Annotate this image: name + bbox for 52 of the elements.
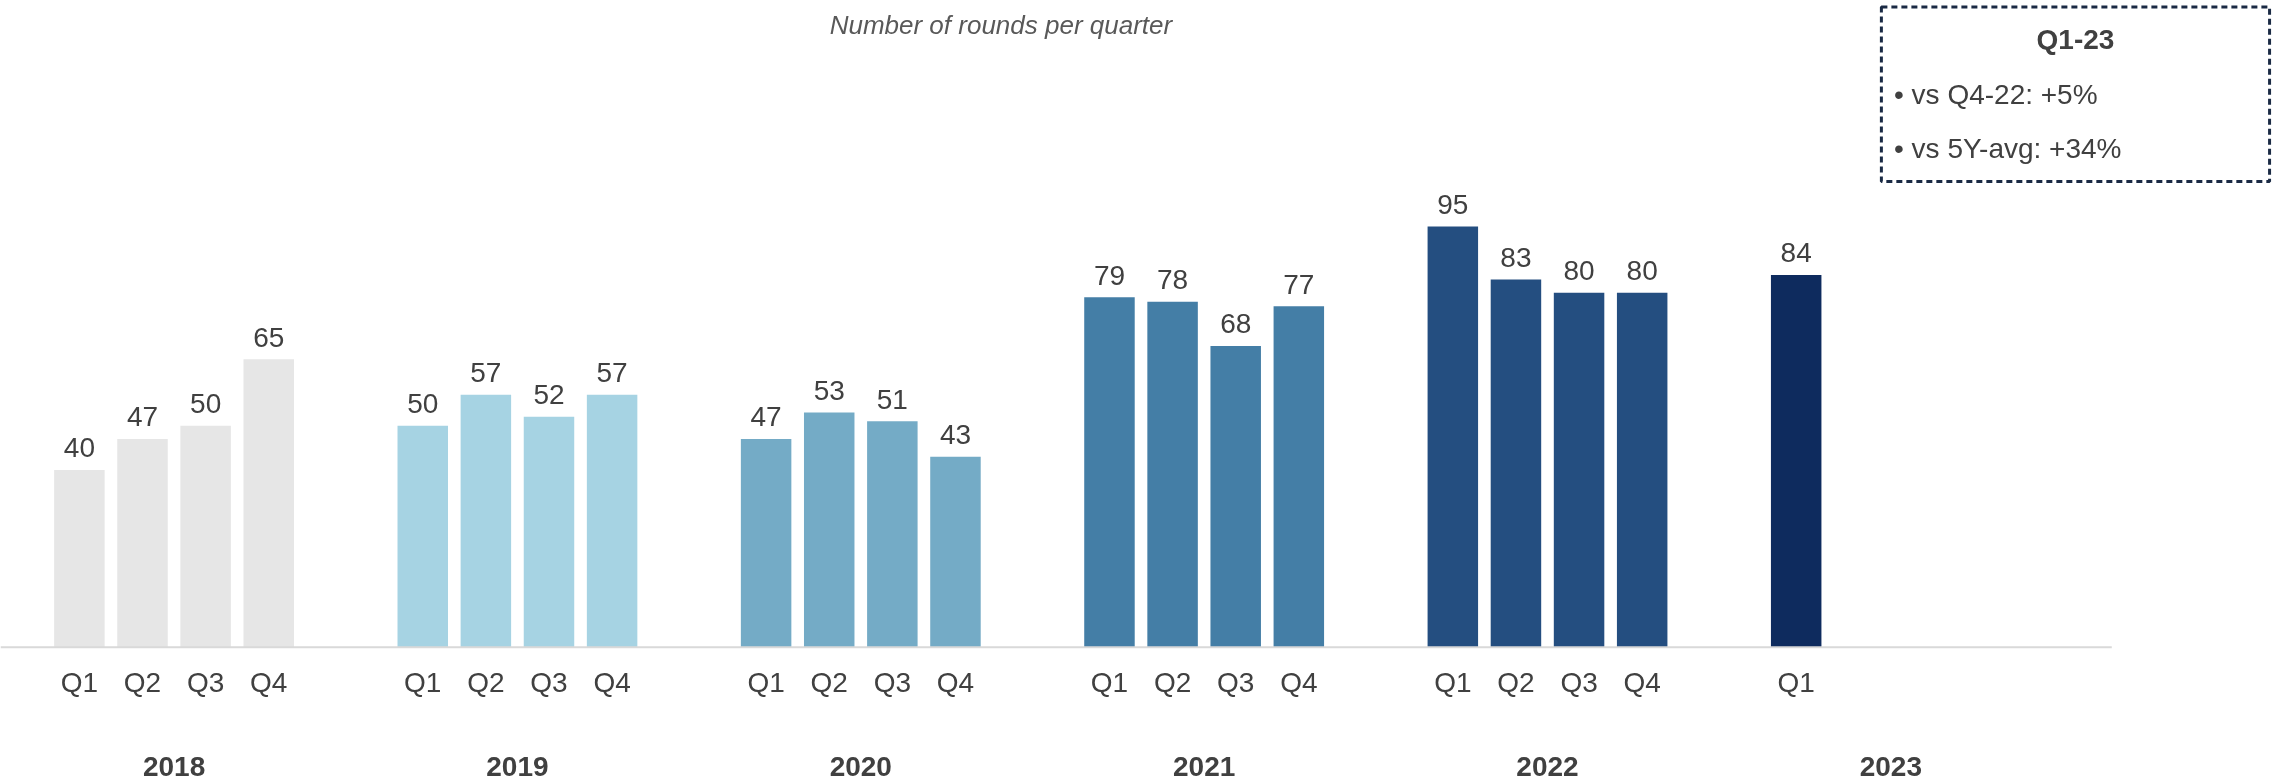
x-tick-label: Q2 [810,667,848,699]
text: 2019 [486,751,549,783]
text: 2018 [142,751,206,783]
data-label: 50 [190,388,222,420]
data-label: 52 [533,379,565,411]
x-tick-label: Q1 [1434,667,1472,699]
data-label: 53 [813,374,845,406]
x-tick-label: Q3 [1217,667,1255,699]
x-tick-label: Q2 [1153,667,1192,699]
data-label: 84 [1780,237,1812,269]
chart-title: Number of rounds per quarter [829,10,1174,41]
data-label: 77 [1283,268,1315,300]
data-label: 80 [1626,255,1658,287]
x-tick-label: Q2 [123,667,162,699]
x-tick-label: Q3 [530,667,568,699]
text: 2023 [1859,751,1923,783]
text: 2022 [1516,751,1579,783]
x-tick-label: Q3 [873,667,912,699]
data-label: 68 [1220,308,1252,340]
data-label: 47 [126,401,159,433]
text: 2021 [1173,751,1236,783]
data-label: 65 [253,321,285,353]
data-label: 43 [939,419,972,451]
data-label: 83 [1500,241,1532,273]
x-tick-label: Q4 [936,667,975,699]
x-tick-label: Q2 [1497,667,1535,699]
data-label: 40 [63,432,95,464]
data-label: 47 [750,401,782,433]
text: Q1-23 [2036,24,2115,56]
x-tick-label: Q3 [186,667,225,699]
text: 2020 [829,751,892,783]
x-tick-label: Q1 [1090,667,1129,699]
data-label: 95 [1437,188,1469,220]
x-tick-label: Q1 [404,667,442,699]
data-label: 50 [407,388,439,420]
x-tick-label: Q4 [593,667,631,699]
data-label: 79 [1093,259,1126,291]
data-label: 78 [1157,264,1189,296]
data-label: 80 [1563,255,1595,287]
data-label: 57 [470,357,502,389]
x-tick-label: Q1 [1777,667,1815,699]
x-tick-label: Q1 [747,667,785,699]
x-tick-label: Q1 [60,667,99,699]
x-tick-label: Q3 [1560,667,1598,699]
text: • vs 5Y-avg: +34% [1894,133,2122,165]
text: • vs Q4-22: +5% [1894,78,2098,110]
data-label: 51 [876,383,908,415]
x-tick-label: Q4 [1280,667,1318,699]
data-label: 57 [596,357,628,389]
x-tick-label: Q4 [250,667,288,699]
x-tick-label: Q4 [1623,667,1661,699]
x-tick-label: Q2 [467,667,505,699]
